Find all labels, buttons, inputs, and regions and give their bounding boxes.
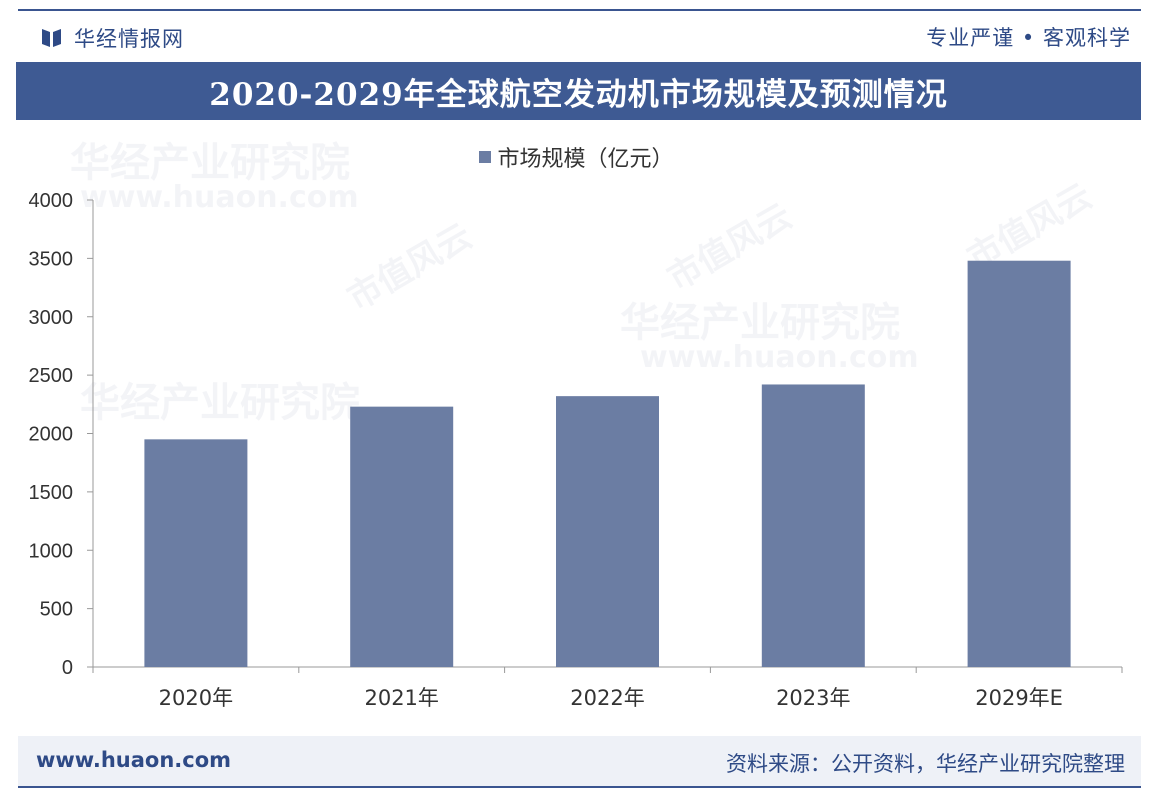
y-tick-label: 2000 [29, 424, 74, 446]
bar-2 [350, 406, 454, 667]
x-tick-label: 2022年 [570, 686, 644, 710]
y-tick-label: 1500 [29, 482, 74, 504]
page-title: 2020-2029年全球航空发动机市场规模及预测情况 [209, 76, 948, 113]
brand[interactable]: 华经情报网 [40, 23, 184, 53]
y-tick-label: 2500 [29, 365, 74, 387]
source-note: 资料来源：公开资料，华经产业研究院整理 [726, 752, 1125, 776]
brand-name: 华经情报网 [74, 27, 184, 51]
y-tick-label: 3500 [29, 248, 74, 270]
title-bar: 2020-2029年全球航空发动机市场规模及预测情况 [16, 62, 1141, 120]
y-tick-label: 3000 [29, 307, 74, 329]
y-tick-label: 500 [40, 599, 73, 621]
x-axis: 2020年 2021年 2022年 2023年 2029年E [92, 666, 1123, 710]
bar-3 [556, 396, 659, 667]
y-axis: 0 500 1000 1500 2000 2500 3000 3500 4000 [29, 190, 94, 679]
bars [144, 260, 1071, 667]
x-tick-label: 2020年 [159, 686, 233, 710]
legend-label: 市场规模（亿元） [497, 147, 674, 172]
y-tick-label: 4000 [29, 190, 74, 212]
legend-swatch [479, 151, 492, 163]
bar-5 [967, 260, 1071, 667]
x-tick-label: 2021年 [364, 686, 438, 710]
book-icon [42, 29, 61, 47]
site-link[interactable]: www.huaon.com [36, 748, 232, 772]
y-tick-label: 1000 [29, 540, 74, 562]
header: 华经情报网 专业严谨 • 客观科学 [18, 14, 1141, 58]
footer: www.huaon.com 资料来源：公开资料，华经产业研究院整理 [18, 736, 1141, 788]
slogan: 专业严谨 • 客观科学 [926, 26, 1131, 50]
y-tick-label: 0 [62, 657, 73, 679]
x-tick-label: 2023年 [776, 686, 850, 710]
bar-4 [761, 384, 865, 667]
legend: 市场规模（亿元） [0, 141, 1153, 173]
bar-1 [144, 439, 248, 667]
top-rule [18, 9, 1141, 11]
x-tick-label: 2029年E [975, 686, 1063, 710]
